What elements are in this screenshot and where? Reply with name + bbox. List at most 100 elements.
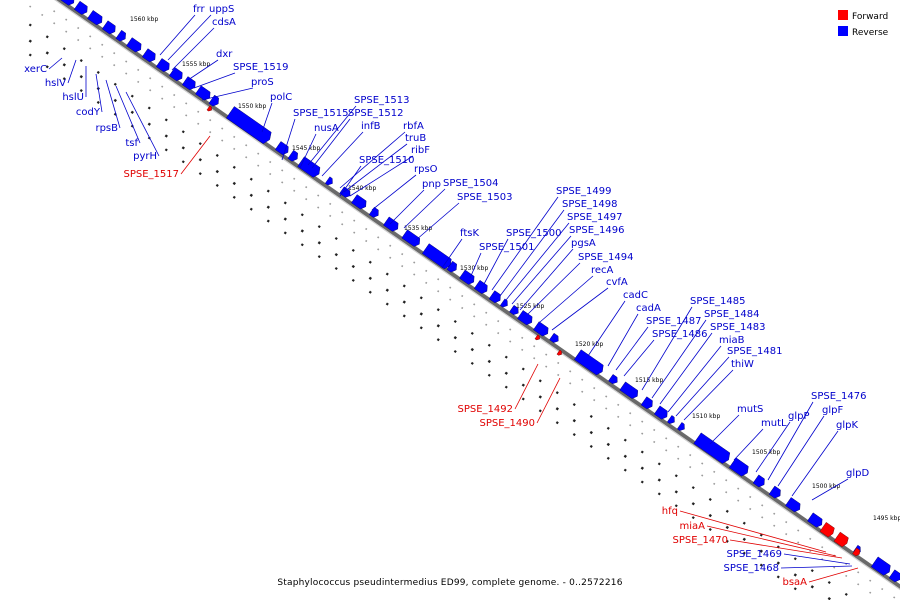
guide-dot: [827, 596, 831, 600]
guide-dot: [181, 160, 185, 164]
forward-gene-block: [833, 531, 849, 548]
guide-dot: [437, 290, 440, 293]
guide-dot: [113, 98, 117, 103]
guide-dot: [29, 5, 32, 8]
label-leader: [536, 377, 561, 424]
reverse-strand-features: [59, 0, 900, 583]
guide-dot: [436, 338, 440, 342]
reverse-gene-block: [573, 349, 604, 376]
guide-dot: [657, 462, 661, 466]
label-leader: [811, 478, 849, 501]
guide-dot: [215, 153, 219, 157]
guide-dot: [385, 288, 389, 292]
guide-dot: [677, 445, 680, 448]
gene-label-spse-1476: SPSE_1476: [811, 391, 867, 402]
guide-dot: [581, 378, 584, 381]
reverse-gene-block: [499, 298, 508, 308]
guide-dot: [164, 118, 168, 122]
guide-dot: [593, 398, 596, 402]
guide-dot: [425, 281, 428, 284]
forward-gene-block: [206, 105, 212, 112]
guide-dot: [572, 419, 576, 423]
reverse-gene-block: [517, 310, 533, 326]
guide-dot: [402, 314, 406, 318]
label-leader: [777, 415, 825, 487]
gene-label-polc: polC: [270, 92, 292, 103]
gene-label-glpp: glpP: [788, 411, 810, 422]
guide-dot: [485, 323, 488, 326]
guide-dot: [640, 480, 644, 484]
guide-dot: [545, 365, 548, 368]
reverse-gene-block: [126, 37, 142, 53]
guide-dot: [149, 77, 152, 80]
guide-dot: [125, 72, 128, 75]
reverse-gene-block: [87, 10, 103, 26]
gene-label-spse-1492: SPSE_1492: [458, 404, 514, 415]
label-leader: [321, 131, 364, 177]
guide-dot: [419, 326, 423, 330]
guide-dot: [761, 516, 764, 519]
label-leaders: [48, 14, 859, 583]
label-leader: [159, 14, 196, 56]
guide-dot: [351, 278, 355, 282]
guide-dot: [453, 349, 457, 354]
guide-dot: [725, 479, 728, 482]
gene-label-spse-1484: SPSE_1484: [704, 309, 760, 320]
guide-dot: [232, 181, 236, 186]
label-leader: [167, 14, 212, 61]
guide-dot: [249, 193, 253, 197]
guide-dot: [353, 219, 356, 222]
gene-label-spse-1504: SPSE_1504: [443, 178, 499, 189]
gene-label-rpsb: rpsB: [95, 123, 118, 134]
guide-dot: [677, 457, 680, 460]
guide-dot: [197, 110, 200, 113]
guide-dot: [674, 474, 678, 478]
gene-label-cvfa: cvfA: [606, 277, 628, 288]
label-leader: [180, 135, 211, 175]
guide-dot: [281, 181, 284, 184]
guide-dot: [89, 35, 92, 38]
reverse-gene-block: [383, 216, 399, 232]
guide-dot: [147, 122, 151, 126]
forward-strand-features: [206, 105, 861, 557]
guide-dot: [509, 328, 512, 331]
guide-dot: [555, 391, 559, 395]
gene-label-hslu: hslU: [62, 92, 84, 103]
gene-label-spse-1501: SPSE_1501: [479, 242, 535, 253]
label-leader: [343, 143, 408, 193]
guide-dot: [461, 294, 464, 298]
gene-label-reca: recA: [591, 265, 614, 276]
label-leader: [105, 79, 121, 129]
guide-dot: [437, 278, 440, 281]
guide-dot: [674, 504, 678, 508]
reverse-gene-block: [324, 176, 333, 186]
gene-label-spse-1469: SPSE_1469: [727, 549, 783, 560]
guide-dot: [45, 65, 49, 69]
guide-dot: [691, 486, 695, 490]
guide-dot: [674, 490, 678, 494]
guide-dot: [708, 513, 712, 518]
guide-dot: [28, 53, 32, 57]
guide-dot: [53, 10, 56, 13]
guide-dot: [449, 286, 452, 289]
guide-dot: [389, 256, 392, 259]
guide-dot: [701, 462, 704, 465]
label-leader: [281, 118, 296, 161]
guide-dot: [641, 432, 644, 435]
guide-dot: [62, 77, 66, 81]
label-leader: [499, 209, 565, 297]
label-leader: [780, 565, 853, 569]
guide-dot: [293, 177, 296, 180]
gene-label-cadc: cadC: [623, 290, 648, 301]
guide-dot: [461, 306, 464, 310]
label-leader: [415, 202, 460, 241]
guide-dot: [581, 390, 584, 393]
label-leader: [491, 196, 559, 291]
label-leader: [261, 102, 273, 133]
gene-label-nusa: nusA: [314, 123, 339, 134]
guide-dot: [569, 370, 572, 373]
reverse-gene-block: [870, 556, 891, 576]
label-leader: [171, 27, 215, 71]
guide-dot: [257, 164, 260, 167]
guide-dot: [749, 507, 752, 511]
